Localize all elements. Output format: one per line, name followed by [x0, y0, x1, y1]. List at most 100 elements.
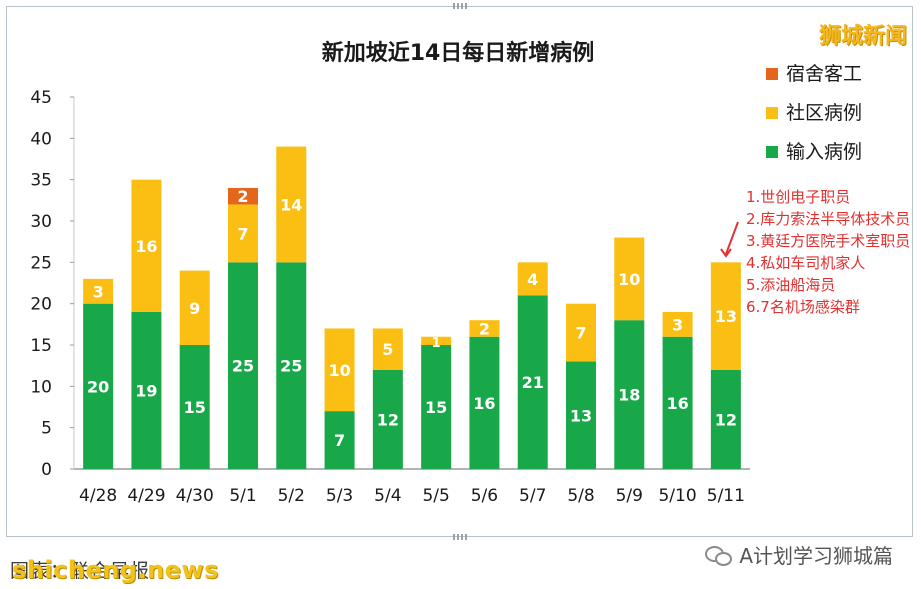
bar-segment [83, 303, 114, 469]
x-tick-label: 5/11 [707, 486, 745, 506]
annotation-line: 6.7名机场感染群 [746, 298, 860, 316]
bar-value-label: 16 [666, 394, 688, 413]
x-tick-label: 5/5 [422, 486, 449, 506]
x-tick-label: 5/10 [658, 486, 696, 506]
x-tick-label: 5/2 [278, 486, 305, 506]
bar-value-label: 7 [575, 324, 586, 343]
bar-segment [276, 262, 307, 469]
bar-segment [179, 270, 210, 345]
annotation-line: 5.添油船海员 [746, 276, 836, 294]
bar-value-label: 15 [184, 398, 206, 417]
bar-segment [228, 187, 258, 205]
bar-segment [276, 146, 307, 263]
wechat-icon [705, 544, 733, 566]
y-tick-label: 25 [30, 253, 52, 273]
bar-segment [228, 204, 258, 263]
bar-value-label: 1 [432, 336, 441, 351]
bar-value-label: 13 [570, 406, 592, 425]
bar-segment [228, 262, 258, 469]
bar-value-label: 20 [87, 377, 109, 396]
bar-segment [83, 278, 114, 304]
annotation-line: 1.世创电子职员 [746, 188, 851, 206]
legend-swatch [766, 107, 778, 119]
bar-value-label: 5 [382, 340, 393, 359]
bar-value-label: 12 [377, 410, 399, 429]
bar-value-label: 19 [135, 381, 157, 400]
bar-segment [566, 361, 596, 469]
bar-segment [324, 411, 355, 469]
site-watermark: shicheng.news [12, 556, 219, 584]
bar-segment [421, 336, 452, 345]
account-name: A计划学习狮城篇 [739, 544, 893, 568]
legend-swatch [766, 146, 778, 158]
bar-value-label: 9 [189, 299, 200, 318]
annotation-line: 2.库力索法半导体技术员 [746, 210, 911, 228]
bar-value-label: 10 [618, 270, 640, 289]
y-tick-label: 20 [30, 295, 52, 315]
arrow-head-icon [720, 248, 732, 258]
legend-label: 宿舍客工 [786, 63, 862, 85]
bar-value-label: 16 [473, 394, 495, 413]
y-tick-label: 40 [30, 129, 52, 149]
resize-handle-bottom[interactable] [453, 534, 467, 540]
bar-segment [517, 262, 548, 296]
bar-value-label: 7 [334, 431, 345, 450]
x-tick-label: 5/3 [326, 486, 353, 506]
bar-segment [421, 345, 452, 469]
bar-value-label: 2 [479, 319, 490, 338]
bar-value-label: 12 [715, 410, 737, 429]
bar-value-label: 2 [237, 187, 248, 206]
bar-value-label: 25 [232, 357, 254, 376]
y-tick-label: 5 [41, 419, 52, 439]
bar-segment [179, 345, 210, 469]
bar-value-label: 25 [280, 357, 302, 376]
bar-segment [469, 336, 500, 469]
chart-source: 图表：联合早报 [10, 560, 151, 582]
x-tick-label: 4/30 [176, 486, 214, 506]
bar-value-label: 21 [522, 373, 544, 392]
bar-segment [372, 369, 403, 469]
bar-value-label: 7 [237, 224, 248, 243]
x-tick-label: 5/8 [567, 486, 594, 506]
resize-handle-top[interactable] [453, 3, 467, 9]
bar-segment [662, 336, 693, 469]
x-tick-label: 5/7 [519, 486, 546, 506]
arrow-icon [725, 221, 739, 255]
bar-segment [324, 328, 355, 412]
bar-value-label: 15 [425, 398, 447, 417]
x-tick-label: 4/29 [127, 486, 165, 506]
x-tick-label: 5/9 [616, 486, 643, 506]
x-tick-label: 5/1 [229, 486, 256, 506]
bar-segment [131, 179, 162, 312]
bar-value-label: 16 [135, 237, 157, 256]
bar-segment [614, 320, 645, 469]
bar-segment [372, 328, 403, 370]
bar-segment [614, 237, 645, 321]
bar-value-label: 13 [715, 307, 737, 326]
watermark-top: 狮城新闻 [818, 24, 907, 49]
x-tick-label: 5/6 [471, 486, 498, 506]
bar-value-label: 18 [618, 386, 640, 405]
legend-swatch [766, 68, 778, 80]
y-tick-label: 0 [41, 460, 52, 480]
y-tick-label: 15 [30, 336, 52, 356]
x-tick-label: 5/4 [374, 486, 401, 506]
y-tick-label: 30 [30, 212, 52, 232]
y-tick-label: 10 [30, 377, 52, 397]
wechat-account: A计划学习狮城篇 [705, 540, 893, 569]
chart-title: 新加坡近14日每日新增病例 [322, 40, 595, 66]
bar-value-label: 3 [93, 282, 104, 301]
bar-segment [131, 311, 162, 469]
legend-label: 社区病例 [786, 102, 862, 124]
bar-segment [517, 295, 548, 469]
bar-segment [710, 369, 741, 469]
bar-segment [662, 311, 693, 337]
y-tick-label: 35 [30, 171, 52, 191]
x-tick-label: 4/28 [79, 486, 117, 506]
bar-segment [710, 262, 741, 370]
bar-value-label: 3 [672, 315, 683, 334]
bar-segment [566, 303, 596, 362]
bar-value-label: 14 [280, 195, 302, 214]
